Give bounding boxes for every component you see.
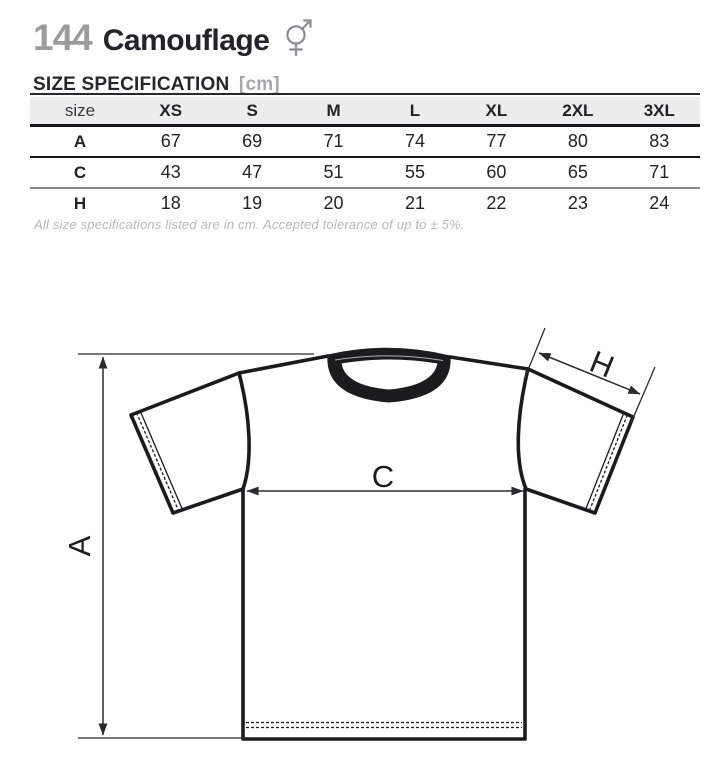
diagram-label-h: H bbox=[585, 344, 619, 385]
size-value: 83 bbox=[649, 131, 670, 151]
col-header-s: S bbox=[246, 101, 258, 120]
size-value: 24 bbox=[649, 193, 670, 213]
col-header-l: L bbox=[409, 101, 421, 120]
extension-line-h-right bbox=[630, 366, 656, 424]
size-value: 19 bbox=[242, 193, 263, 213]
size-value: 71 bbox=[323, 131, 344, 151]
size-table: size XS S M L XL 2XL 3XL A 67 69 71 74 7… bbox=[30, 97, 700, 218]
dimension-lines bbox=[78, 327, 656, 739]
male-female-icon bbox=[286, 19, 313, 57]
tolerance-note: All size specifications listed are in cm… bbox=[34, 217, 465, 232]
section-heading-text: SIZE SPECIFICATION bbox=[33, 74, 230, 95]
table-row: C 43 47 51 55 60 65 71 bbox=[30, 158, 700, 189]
row-label: H bbox=[73, 194, 87, 213]
size-value: 55 bbox=[404, 162, 425, 182]
size-value: 20 bbox=[323, 193, 344, 213]
size-value: 60 bbox=[486, 162, 507, 182]
col-header-xl: XL bbox=[485, 101, 508, 120]
size-value: 21 bbox=[404, 193, 425, 213]
col-header-3xl: 3XL bbox=[643, 101, 675, 120]
size-value: 74 bbox=[404, 131, 425, 151]
dimension-arrow-h bbox=[538, 352, 641, 395]
size-value: 71 bbox=[649, 162, 670, 182]
size-value: 69 bbox=[242, 131, 263, 151]
table-row: A 67 69 71 74 77 80 83 bbox=[30, 127, 700, 158]
tshirt-outline bbox=[129, 354, 635, 741]
size-value: 67 bbox=[160, 131, 181, 151]
row-label: A bbox=[73, 132, 87, 151]
size-value: 77 bbox=[486, 131, 507, 151]
table-row: H 18 19 20 21 22 23 24 bbox=[30, 189, 700, 218]
table-header-row: size XS S M L XL 2XL 3XL bbox=[30, 97, 700, 127]
row-label: C bbox=[73, 163, 87, 182]
stitching-lines bbox=[135, 410, 629, 729]
heading-divider bbox=[30, 93, 700, 95]
corner-cell: size bbox=[64, 101, 96, 120]
size-value: 80 bbox=[567, 131, 588, 151]
col-header-xs: XS bbox=[159, 101, 183, 120]
unit-label: [cm] bbox=[238, 74, 280, 95]
diagram-label-c: C bbox=[372, 459, 394, 494]
col-header-2xl: 2XL bbox=[562, 101, 594, 120]
size-value: 22 bbox=[486, 193, 507, 213]
product-title: 144 Camouflage bbox=[33, 8, 316, 59]
col-header-m: M bbox=[326, 101, 341, 120]
size-value: 43 bbox=[160, 162, 181, 182]
tshirt-diagram: A C H bbox=[62, 327, 656, 741]
extension-line-h-left bbox=[523, 327, 546, 381]
size-value: 47 bbox=[242, 162, 263, 182]
product-name: Camouflage bbox=[102, 24, 270, 57]
size-value: 23 bbox=[567, 193, 588, 213]
section-heading: SIZE SPECIFICATION [cm] bbox=[33, 74, 280, 96]
collar bbox=[327, 347, 451, 403]
product-number: 144 bbox=[33, 17, 93, 58]
size-value: 65 bbox=[567, 162, 588, 182]
size-value: 51 bbox=[323, 162, 344, 182]
size-value: 18 bbox=[160, 193, 181, 213]
diagram-label-a: A bbox=[62, 535, 97, 556]
